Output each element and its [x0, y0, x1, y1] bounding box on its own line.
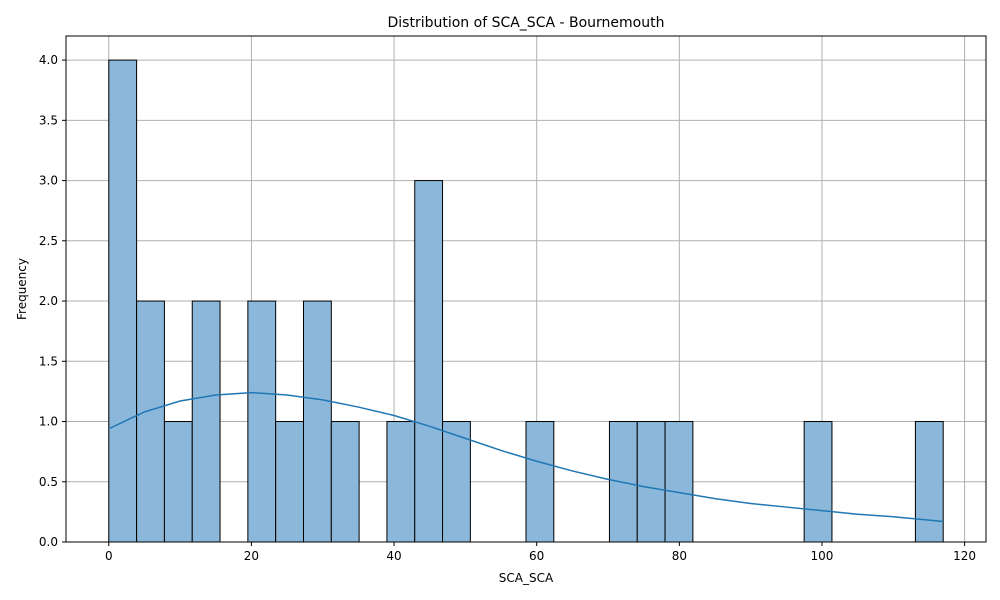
histogram-bar: [275, 421, 304, 543]
x-tick-label: 20: [244, 549, 259, 563]
y-tick-label: 1.0: [39, 415, 58, 429]
histogram-bar: [664, 421, 694, 543]
y-tick-label: 4.0: [39, 53, 58, 67]
kde-curve: [108, 391, 944, 523]
x-tick-label: 80: [672, 549, 687, 563]
plot-frame: [65, 35, 987, 543]
histogram-bar: [803, 421, 833, 543]
histogram-bar: [247, 300, 277, 543]
axis-ticks: 0 20 40 60 80 100 120 0.0 0.5 1.0 1.5 2.0 2.5 3.0 3.5 4…: [39, 53, 976, 563]
histogram-bar: [302, 300, 332, 543]
histogram-bar: [136, 300, 165, 543]
y-tick-label: 2.5: [39, 234, 58, 248]
x-axis-label: SCA_SCA: [499, 571, 554, 585]
histogram-bar: [386, 421, 416, 543]
y-tick-label: 1.5: [39, 354, 58, 368]
x-tick-label: 100: [811, 549, 834, 563]
y-tick-label: 0.0: [39, 535, 58, 549]
chart-title: Distribution of SCA_SCA - Bournemouth: [388, 15, 665, 31]
histogram-bar: [414, 180, 444, 543]
x-tick-label: 60: [529, 549, 544, 563]
histogram-bar: [163, 421, 193, 543]
y-tick-label: 0.5: [39, 475, 58, 489]
x-tick-label: 0: [105, 549, 113, 563]
y-axis-label: Frequency: [15, 258, 29, 320]
x-tick-label: 40: [386, 549, 401, 563]
histogram-bar: [108, 59, 138, 543]
histogram-bar: [191, 300, 221, 543]
histogram-bar: [525, 421, 555, 543]
y-tick-label: 3.0: [39, 174, 58, 188]
histogram-bars: [108, 59, 944, 543]
histogram-bar: [636, 421, 666, 543]
y-tick-label: 3.5: [39, 113, 58, 127]
x-tick-label: 120: [953, 549, 976, 563]
y-tick-label: 2.0: [39, 294, 58, 308]
histogram-bar: [330, 421, 360, 543]
histogram-bar: [442, 421, 471, 543]
histogram-bar: [914, 421, 944, 543]
